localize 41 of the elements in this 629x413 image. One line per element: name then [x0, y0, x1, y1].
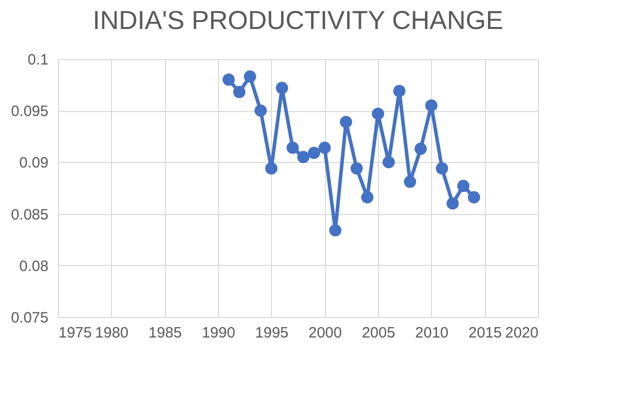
y-tick-label: 0.09: [19, 154, 48, 172]
x-tick-label: 2020: [505, 324, 538, 342]
point: [372, 108, 384, 120]
x-tick-label: 1985: [148, 324, 182, 342]
point: [276, 82, 288, 94]
point: [308, 146, 320, 160]
point: [468, 191, 480, 204]
point: [244, 70, 256, 83]
y-tick-label: 0.08: [19, 258, 48, 275]
x-tick-label: 2015: [468, 324, 502, 342]
point: [361, 191, 374, 204]
point: [446, 197, 459, 210]
point: [414, 142, 427, 155]
point: [340, 116, 352, 128]
point: [297, 150, 310, 164]
x-tick-label: 1980: [95, 324, 129, 342]
point: [404, 176, 416, 188]
x-tick-label: 1990: [202, 324, 236, 342]
point: [436, 162, 448, 175]
point: [329, 224, 342, 236]
x-tick-label: 2010: [415, 324, 449, 342]
point: [382, 156, 395, 168]
y-tick-label: 0.095: [10, 103, 48, 120]
chart-title: INDIA'S PRODUCTIVITY CHANGE: [92, 5, 504, 35]
point: [286, 142, 299, 154]
y-tick-label: 0.1: [28, 52, 48, 68]
x-tick-label: 1975: [58, 324, 92, 342]
x-tick-label: 2000: [308, 324, 342, 342]
point: [457, 180, 470, 192]
point: [350, 162, 363, 175]
x-tick-label: 1995: [255, 324, 289, 342]
point: [393, 84, 406, 98]
y-tick-label: 0.085: [10, 206, 48, 224]
point: [265, 162, 278, 175]
point: [233, 86, 246, 98]
point: [222, 74, 235, 86]
point: [254, 104, 267, 117]
point: [425, 99, 438, 112]
point: [318, 142, 331, 154]
x-tick-label: 2005: [362, 324, 396, 342]
y-tick-label: 0.075: [10, 310, 48, 326]
